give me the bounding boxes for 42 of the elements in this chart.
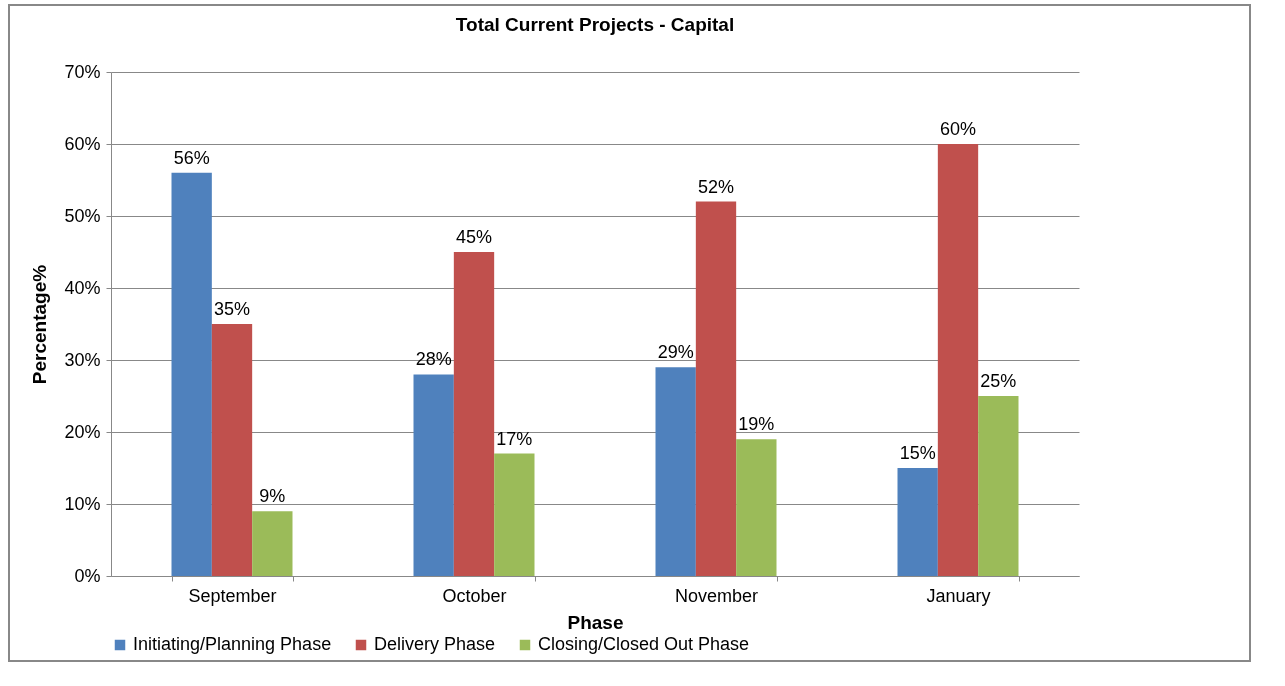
bar <box>736 439 777 576</box>
bar <box>211 324 253 576</box>
y-tick-label: 20% <box>64 421 101 442</box>
x-axis-title: Phase <box>567 611 624 633</box>
legend-label: Delivery Phase <box>374 634 496 654</box>
bar <box>494 453 535 576</box>
bar <box>695 201 737 576</box>
bar <box>937 144 979 576</box>
x-tick-label: November <box>674 585 759 606</box>
legend-label: Closing/Closed Out Phase <box>538 634 750 654</box>
data-label: 52% <box>697 176 735 197</box>
x-tick-label: October <box>442 585 507 606</box>
bar <box>171 172 212 576</box>
y-axis-title: Percentage% <box>29 264 51 385</box>
bar <box>655 367 696 576</box>
y-tick-label: 40% <box>64 277 101 298</box>
data-label: 35% <box>213 299 251 319</box>
data-label: 19% <box>738 414 775 435</box>
bar <box>978 396 1019 576</box>
y-tick-label: 50% <box>64 205 101 226</box>
data-label: 17% <box>496 428 533 449</box>
data-label: 28% <box>415 349 452 370</box>
legend-label: Initiating/Planning Phase <box>133 634 332 654</box>
bar <box>252 511 293 576</box>
bar <box>413 374 454 576</box>
data-label: 15% <box>899 443 936 463</box>
bar <box>453 252 495 576</box>
y-tick-label: 0% <box>74 565 101 586</box>
data-label: 56% <box>173 147 210 168</box>
data-label: 45% <box>455 227 493 247</box>
y-tick-label: 70% <box>64 61 101 82</box>
y-tick-label: 30% <box>64 349 101 370</box>
x-tick-label: September <box>188 585 277 606</box>
data-label: 25% <box>980 371 1017 391</box>
x-tick-label: January <box>926 585 991 606</box>
data-label: 9% <box>259 486 286 507</box>
data-label: 60% <box>939 119 977 139</box>
bar <box>897 468 938 576</box>
chart-title: Total Current Projects - Capital <box>455 14 735 35</box>
y-tick-label: 60% <box>64 133 101 154</box>
data-label: 29% <box>657 342 694 363</box>
y-tick-label: 10% <box>64 493 101 514</box>
